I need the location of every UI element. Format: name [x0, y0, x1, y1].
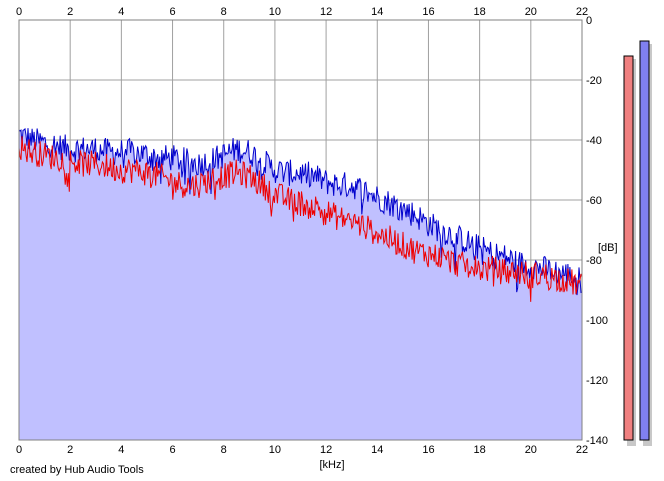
series-line-red — [18, 136, 583, 302]
y-tick-label: -140 — [586, 435, 608, 447]
x-tick-label-bottom: 8 — [221, 444, 227, 456]
y-tick-label: -20 — [586, 75, 602, 87]
series-fill-area — [19, 128, 582, 440]
y-tick-label: -80 — [586, 255, 602, 267]
x-ticks-bottom: 0 2 4 6 8 10 12 14 16 18 20 22 — [16, 444, 588, 456]
x-tick-label-bottom: 10 — [269, 444, 281, 456]
x-tick-label-bottom: 0 — [16, 444, 22, 456]
x-tick-label-bottom: 6 — [169, 444, 175, 456]
x-tick-label-top: 6 — [169, 6, 175, 18]
series-layer — [18, 127, 583, 440]
x-tick-label-top: 0 — [16, 6, 22, 18]
series-line-blue — [18, 127, 583, 296]
x-tick-label-bottom: 22 — [576, 444, 588, 456]
x-tick-label-top: 14 — [371, 6, 383, 18]
x-tick-label-top: 4 — [118, 6, 124, 18]
y-tick-label: 0 — [586, 15, 592, 27]
x-tick-label-top: 8 — [221, 6, 227, 18]
y-axis-label: [dB] — [598, 242, 618, 254]
level-meters — [623, 40, 652, 446]
x-tick-label-bottom: 20 — [525, 444, 537, 456]
x-ticks-top: 0 2 4 6 8 10 12 14 16 18 20 22 — [16, 6, 588, 18]
x-axis-label: [kHz] — [319, 459, 344, 471]
level-meter-bar — [623, 55, 634, 441]
y-ticks: 0 -20 -40 -60 -80 -100 -120 -140 — [586, 15, 608, 447]
plot-frame — [18, 19, 583, 441]
x-tick-label-bottom: 12 — [320, 444, 332, 456]
y-tick-label: -40 — [586, 135, 602, 147]
x-tick-label-top: 12 — [320, 6, 332, 18]
y-tick-label: -60 — [586, 195, 602, 207]
x-tick-label-top: 16 — [422, 6, 434, 18]
x-tick-label-bottom: 16 — [422, 444, 434, 456]
x-tick-label-bottom: 2 — [67, 444, 73, 456]
x-tick-label-bottom: 14 — [371, 444, 383, 456]
x-tick-label-top: 20 — [525, 6, 537, 18]
x-tick-label-top: 22 — [576, 6, 588, 18]
x-tick-label-bottom: 18 — [474, 444, 486, 456]
x-tick-label-bottom: 4 — [118, 444, 124, 456]
x-tick-label-top: 2 — [67, 6, 73, 18]
x-tick-label-top: 10 — [269, 6, 281, 18]
y-tick-label: -100 — [586, 315, 608, 327]
y-tick-label: -120 — [586, 375, 608, 387]
x-tick-label-top: 18 — [474, 6, 486, 18]
level-meter-bar — [639, 40, 650, 441]
credit-text: created by Hub Audio Tools — [10, 464, 144, 476]
